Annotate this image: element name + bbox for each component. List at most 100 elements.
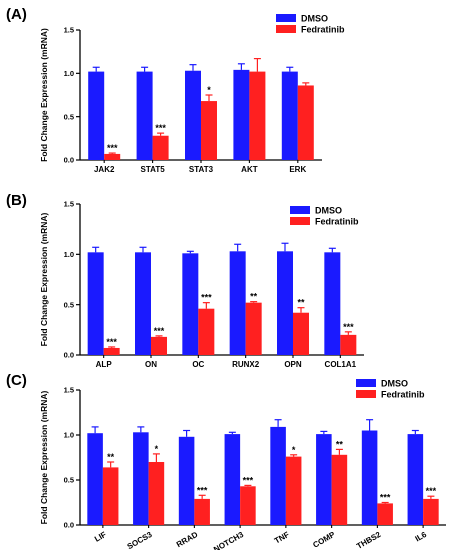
legend-label: Fedratinib [315,217,359,227]
x-tick-label: COL1A1 [325,360,357,369]
bar-dmso [224,434,241,525]
bar-dmso [361,430,378,525]
y-tick-label: 0.5 [64,476,74,485]
bar-fedratinib [148,462,165,525]
legend-swatch-dmso [356,379,376,387]
bar-dmso [277,251,293,355]
y-tick-label: 0.0 [64,351,74,360]
bar-fedratinib [194,498,210,525]
bar-dmso [324,252,341,355]
x-tick-label: AKT [241,165,258,174]
significance-label: *** [380,493,391,503]
bar-fedratinib [201,101,217,160]
y-axis-title: Fold Change Expression (mRNA) [39,213,49,347]
bar-dmso [407,434,424,525]
bar-fedratinib [151,336,167,355]
panel-label: (C) [6,372,27,389]
significance-label: ** [336,439,344,449]
x-tick-label: ERK [289,165,306,174]
x-tick-label: STAT3 [189,165,214,174]
legend-label: DMSO [381,379,408,389]
x-tick-label: SOCS3 [126,530,154,550]
bar-dmso [229,251,246,355]
significance-label: *** [107,143,118,153]
significance-label: ** [297,298,305,308]
x-tick-label: ALP [96,360,113,369]
chart-panel-c: (C) Fold Change Expression (mRNA) 0.0 0.5 1.… [6,372,446,550]
panel-label: (A) [6,6,27,23]
significance-label: *** [243,475,254,485]
y-tick-label: 1.5 [64,26,74,35]
x-tick-label: ON [145,360,157,369]
legend-label: DMSO [301,14,328,24]
x-tick-label: THBS2 [355,530,383,550]
x-tick-label: LIF [93,530,108,544]
chart-panel-b: (B) Fold Change Expression (mRNA) 0.0 0.5 1.… [6,192,364,369]
legend-swatch-fedratinib [290,217,310,225]
x-tick-label: OC [192,360,204,369]
y-tick-label: 1.5 [64,200,74,209]
legend-swatch-dmso [290,206,310,214]
bar-dmso [87,252,104,355]
legend-label: DMSO [315,206,342,216]
x-tick-label: STAT5 [141,165,166,174]
legend-label: Fedratinib [381,390,425,400]
significance-label: *** [197,485,208,495]
y-tick-label: 0.0 [64,156,74,165]
bar-dmso [135,252,151,355]
y-tick-label: 1.0 [64,250,74,259]
bar-fedratinib [331,454,348,525]
bar-fedratinib [198,308,215,355]
bar-dmso [281,71,298,160]
x-tick-label: JAK2 [94,165,115,174]
bar-dmso [87,433,103,525]
significance-label: *** [155,123,166,133]
significance-label: *** [343,322,354,332]
significance-label: *** [201,293,212,303]
bar-fedratinib [340,334,357,355]
bar-fedratinib [104,153,121,160]
legend-swatch-fedratinib [356,390,376,398]
bar-fedratinib [240,486,256,525]
x-tick-label: RUNX2 [232,360,260,369]
y-tick-label: 1.5 [64,386,74,395]
bar-fedratinib [377,503,393,525]
significance-label: * [292,445,296,455]
x-tick-label: IL6 [414,530,429,544]
bar-fedratinib [103,347,120,355]
y-tick-label: 0.5 [64,112,74,121]
bar-fedratinib [293,312,309,355]
x-tick-label: RRAD [175,530,200,549]
bar-dmso [270,426,286,525]
legend-label: Fedratinib [301,25,345,35]
y-axis-title: Fold Change Expression (mRNA) [39,391,49,525]
y-tick-label: 1.0 [64,431,74,440]
x-tick-label: OPN [284,360,302,369]
x-tick-label: TNF [273,530,291,546]
bar-fedratinib [249,71,266,160]
bar-fedratinib [423,498,439,525]
bar-dmso [178,436,195,525]
bar-dmso [182,253,199,355]
chart-panel-a: (A) Fold Change Expression (mRNA) 0.0 0.5 1.… [6,6,345,174]
significance-label: ** [250,292,258,302]
bar-fedratinib [297,85,314,160]
bar-fedratinib [285,456,302,525]
bar-dmso [233,69,250,160]
significance-label: * [207,85,211,95]
legend-swatch-fedratinib [276,25,296,33]
bar-fedratinib [152,135,169,160]
significance-label: *** [426,486,437,496]
y-tick-label: 1.0 [64,69,74,78]
y-axis-title: Fold Change Expression (mRNA) [39,28,49,162]
panel-label: (B) [6,192,27,209]
y-tick-label: 0.5 [64,300,74,309]
y-tick-label: 0.0 [64,521,74,530]
significance-label: *** [154,326,165,336]
significance-label: ** [107,452,115,462]
bar-dmso [316,434,332,525]
x-tick-label: COMP [311,530,337,550]
bar-dmso [136,71,153,160]
legend-swatch-dmso [276,14,296,22]
